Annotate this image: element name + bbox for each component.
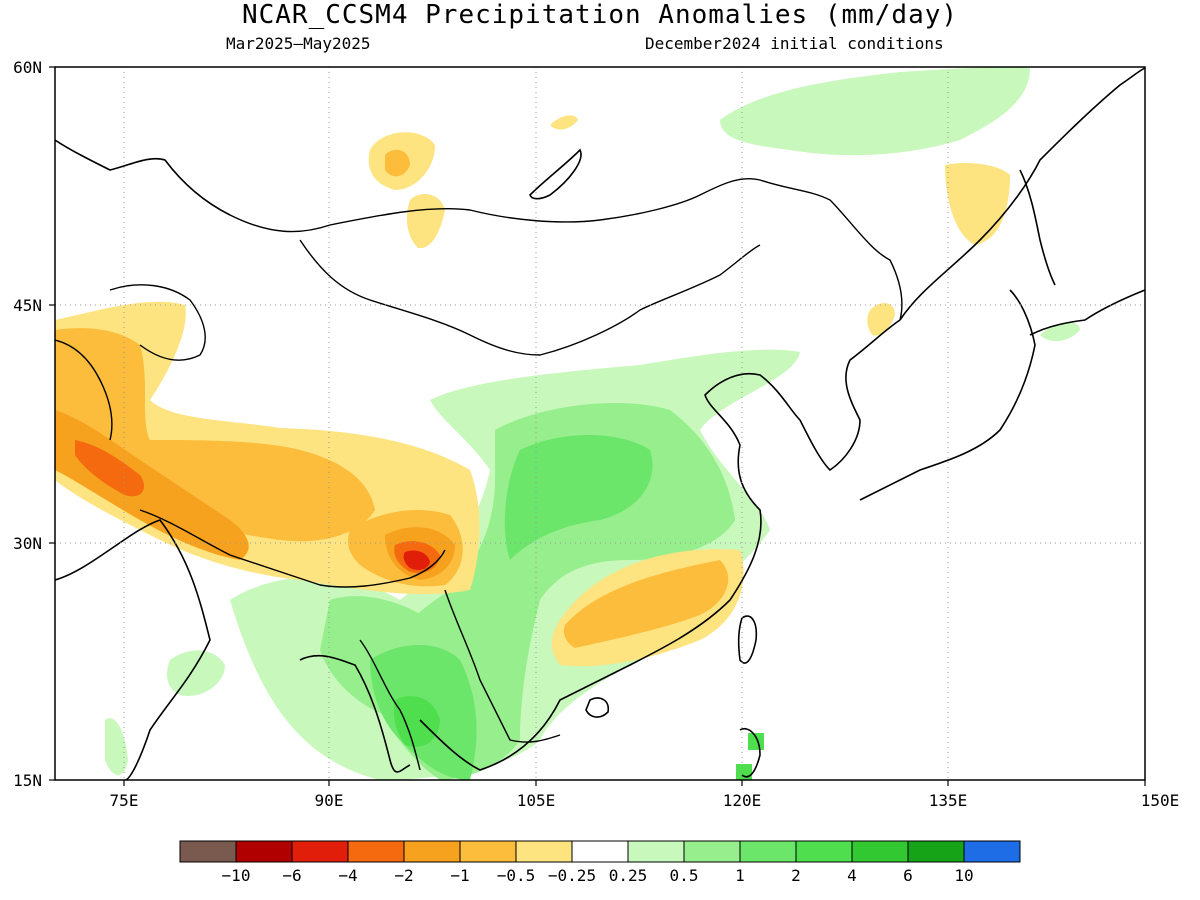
colorbar-swatch [347,840,405,863]
coastline-hokkaido [1029,289,1145,336]
colorbar-swatch [235,840,293,863]
anomaly-region-bright-green-taiwan [748,733,764,750]
anomaly-field [55,67,1080,780]
x-tick-label: 105E [517,791,556,810]
colorbar-swatch [459,840,517,863]
coastline-india [55,519,211,780]
colorbar-swatch [683,840,741,863]
x-tick-label: 90E [315,791,344,810]
colorbar-label: −10 [222,866,251,885]
anomaly-region-red [403,550,430,570]
anomaly-region-yellow-mongolia-2 [406,194,445,249]
x-tick-label: 150E [1141,791,1180,810]
y-tick-label: 60N [13,58,42,77]
colorbar-label: 6 [903,866,913,885]
y-axis-labels: 60N 45N 30N 15N [13,58,42,790]
coastline-bay-of-bengal [299,655,411,773]
colorbar-label: −0.25 [548,866,596,885]
x-tick-label: 120E [723,791,762,810]
colorbar-label: 0.5 [670,866,699,885]
colorbar-label: 1 [735,866,745,885]
coastline-china-east [619,372,801,671]
coastline-northwest [55,139,231,216]
colorbar-swatch [963,840,1021,863]
gridlines [55,67,1145,780]
colorbar-label: 10 [954,866,973,885]
coastlines [55,67,1145,780]
colorbar: −10 −6 −4 −2 −1 −0.5 −0.25 0.25 0.5 1 2 4 6 10 [179,840,1021,885]
initial-conditions: December2024 initial conditions [645,34,944,53]
border-central-asia [55,339,113,441]
colorbar-swatch [739,840,797,863]
colorbar-label: −6 [282,866,301,885]
x-axis-labels: 75E 90E 105E 120E 135E 150E [110,791,1180,810]
border-russia-mongolia-china [229,178,903,321]
colorbar-swatch [291,840,349,863]
colorbar-swatch [515,840,573,863]
map-title: NCAR_CCSM4 Precipitation Anomalies (mm/d… [241,0,959,30]
coastline-japan [859,289,1036,501]
anomaly-region-bright-green [393,696,440,747]
border-indochina [444,589,561,743]
anomaly-region-light-green-india [167,650,225,696]
map-frame [54,66,1146,781]
country-borders [55,178,903,771]
colorbar-label: −2 [394,866,413,885]
colorbar-label: −0.5 [497,866,536,885]
colorbar-swatch [571,840,629,863]
border-kazakhstan [109,284,206,361]
colorbar-swatch [907,840,965,863]
border-himalaya [139,509,446,588]
coastline-russia-east [899,67,1145,321]
colorbar-swatch [627,840,685,863]
colorbar-label: 0.25 [609,866,648,885]
anomaly-region-light-orange-east [563,560,729,648]
coastline-korea [799,319,901,472]
anomaly-region-orange-west [55,410,249,560]
anomaly-region-dark-orange [75,440,145,497]
anomaly-region-bright-green-luzon [736,764,752,780]
coastline-indochina [419,669,621,771]
anomaly-region-yellow-small [550,115,578,130]
colorbar-label: 4 [847,866,857,885]
y-tick-label: 15N [13,771,42,790]
anomaly-region-light-orange-mongolia [385,149,410,177]
anomaly-region-mid-green [504,435,653,560]
anomaly-region-light-green-north [720,67,1030,156]
y-tick-label: 30N [13,534,42,553]
anomaly-region-light-green-sw [105,718,128,775]
border-mongolia-china [299,239,761,356]
coastline-taiwan [737,615,758,664]
axis-ticks [49,66,1146,786]
coastline-lake-baikal [529,148,582,200]
colorbar-swatch [795,840,853,863]
anomaly-region-light-green-japan [1040,322,1080,342]
colorbar-label: −1 [450,866,469,885]
border-myanmar [359,639,421,771]
colorbar-swatch [403,840,461,863]
coastline-sakhalin [1019,169,1056,286]
x-tick-label: 135E [929,791,968,810]
coastline-hainan [585,697,610,718]
forecast-period: Mar2025–May2025 [226,34,371,53]
anomaly-region-yellow-amur [945,163,1010,245]
anomaly-region-yellow-korea [867,303,895,336]
y-tick-label: 45N [13,296,42,315]
colorbar-label: 2 [791,866,801,885]
colorbar-swatch [179,840,237,863]
colorbar-label: −4 [338,866,357,885]
colorbar-swatch [851,840,909,863]
x-tick-label: 75E [110,791,139,810]
coastline-luzon [739,728,761,778]
